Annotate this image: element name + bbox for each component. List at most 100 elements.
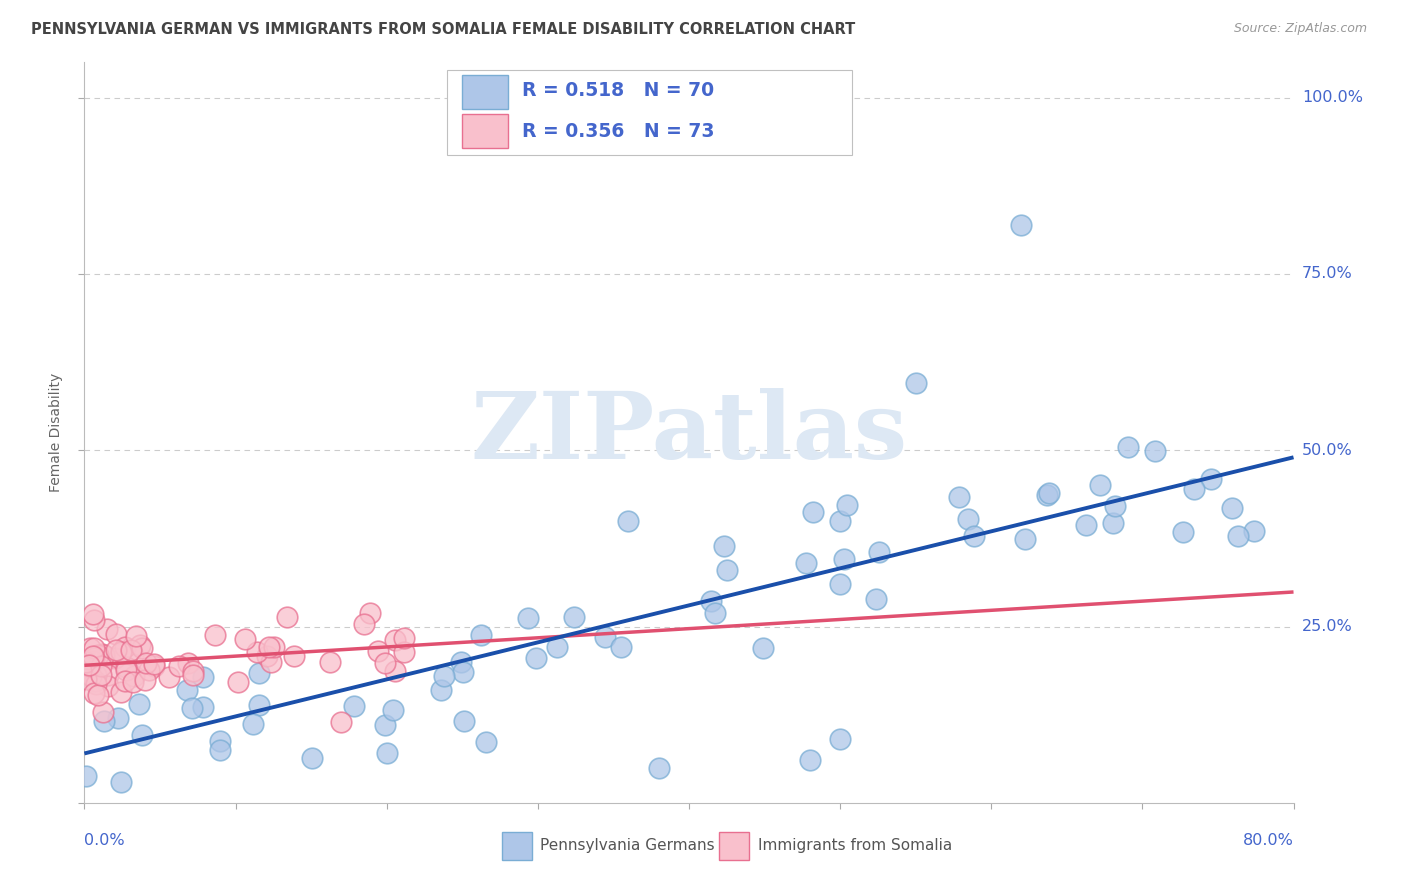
Point xyxy=(176,682,198,697)
Point xyxy=(716,563,738,577)
Point xyxy=(524,651,547,665)
Text: ZIPatlas: ZIPatlas xyxy=(471,388,907,477)
Point xyxy=(177,657,200,671)
Point xyxy=(83,651,105,665)
Point xyxy=(134,673,156,687)
Point xyxy=(122,648,145,663)
Bar xyxy=(461,76,508,109)
Point xyxy=(115,664,138,678)
Point xyxy=(90,659,112,673)
Point xyxy=(84,673,107,688)
Point xyxy=(1104,500,1126,514)
Point xyxy=(135,656,157,670)
Point xyxy=(93,648,115,662)
Point xyxy=(1116,440,1139,454)
Point xyxy=(865,592,887,607)
Point xyxy=(181,668,204,682)
Point xyxy=(384,665,406,679)
Point xyxy=(470,628,492,642)
Point xyxy=(1036,488,1059,502)
Text: R = 0.518   N = 70: R = 0.518 N = 70 xyxy=(522,81,714,100)
Point xyxy=(1243,524,1265,538)
Point xyxy=(374,718,396,732)
Bar xyxy=(502,831,531,860)
Point xyxy=(104,643,127,657)
Point xyxy=(263,640,285,654)
Y-axis label: Female Disability: Female Disability xyxy=(49,373,63,492)
Point xyxy=(86,668,108,682)
Point xyxy=(1199,472,1222,486)
Point xyxy=(181,700,204,714)
Text: 50.0%: 50.0% xyxy=(1302,442,1353,458)
Point xyxy=(131,728,153,742)
Point xyxy=(142,658,165,673)
Point xyxy=(283,649,305,664)
Point xyxy=(963,529,986,543)
Point xyxy=(330,714,353,729)
Point xyxy=(381,703,404,717)
Point xyxy=(191,699,214,714)
Point xyxy=(1011,218,1033,232)
Point xyxy=(93,714,115,728)
Point xyxy=(609,640,631,655)
Point xyxy=(75,672,97,686)
Point xyxy=(143,657,166,672)
Point xyxy=(96,622,118,636)
Point xyxy=(208,733,231,747)
Point xyxy=(79,669,101,683)
Point xyxy=(247,698,270,712)
Point xyxy=(83,613,105,627)
Point xyxy=(233,632,256,646)
Point xyxy=(1014,532,1036,546)
Text: Immigrants from Somalia: Immigrants from Somalia xyxy=(758,838,952,854)
Point xyxy=(703,607,725,621)
Point xyxy=(83,640,105,655)
Point xyxy=(956,512,979,526)
Text: 75.0%: 75.0% xyxy=(1302,267,1353,282)
Point xyxy=(752,640,775,655)
Point xyxy=(138,663,160,677)
Point xyxy=(1074,518,1097,533)
Point xyxy=(392,645,415,659)
Point xyxy=(75,655,97,669)
Point xyxy=(83,685,105,699)
Point xyxy=(82,654,104,668)
Point xyxy=(82,648,104,663)
Point xyxy=(301,751,323,765)
Point xyxy=(835,498,858,512)
Point xyxy=(593,630,616,644)
Point xyxy=(546,640,568,655)
Point xyxy=(700,593,723,607)
Point xyxy=(451,665,474,680)
Point xyxy=(97,668,120,682)
Point xyxy=(191,670,214,684)
Point xyxy=(830,514,852,528)
Point xyxy=(374,656,396,670)
Point xyxy=(77,657,100,672)
Point xyxy=(617,514,640,528)
Point xyxy=(79,641,101,656)
Text: PENNSYLVANIA GERMAN VS IMMIGRANTS FROM SOMALIA FEMALE DISABILITY CORRELATION CHA: PENNSYLVANIA GERMAN VS IMMIGRANTS FROM S… xyxy=(31,22,855,37)
Point xyxy=(394,631,416,645)
Point xyxy=(375,747,398,761)
Point xyxy=(129,638,152,652)
Point xyxy=(830,732,852,747)
Point xyxy=(830,577,852,591)
Text: 100.0%: 100.0% xyxy=(1302,90,1362,105)
Point xyxy=(204,628,226,642)
Point xyxy=(799,754,821,768)
Point xyxy=(91,647,114,661)
Text: Source: ZipAtlas.com: Source: ZipAtlas.com xyxy=(1233,22,1367,36)
Point xyxy=(868,544,890,558)
Text: 80.0%: 80.0% xyxy=(1243,833,1294,848)
Point xyxy=(82,607,104,622)
Point xyxy=(319,655,342,669)
Point xyxy=(167,658,190,673)
Point xyxy=(1182,483,1205,497)
Point xyxy=(75,769,97,783)
Point xyxy=(84,676,107,690)
Point xyxy=(128,697,150,711)
Bar xyxy=(720,831,749,860)
Point xyxy=(713,539,735,553)
Point xyxy=(122,669,145,683)
